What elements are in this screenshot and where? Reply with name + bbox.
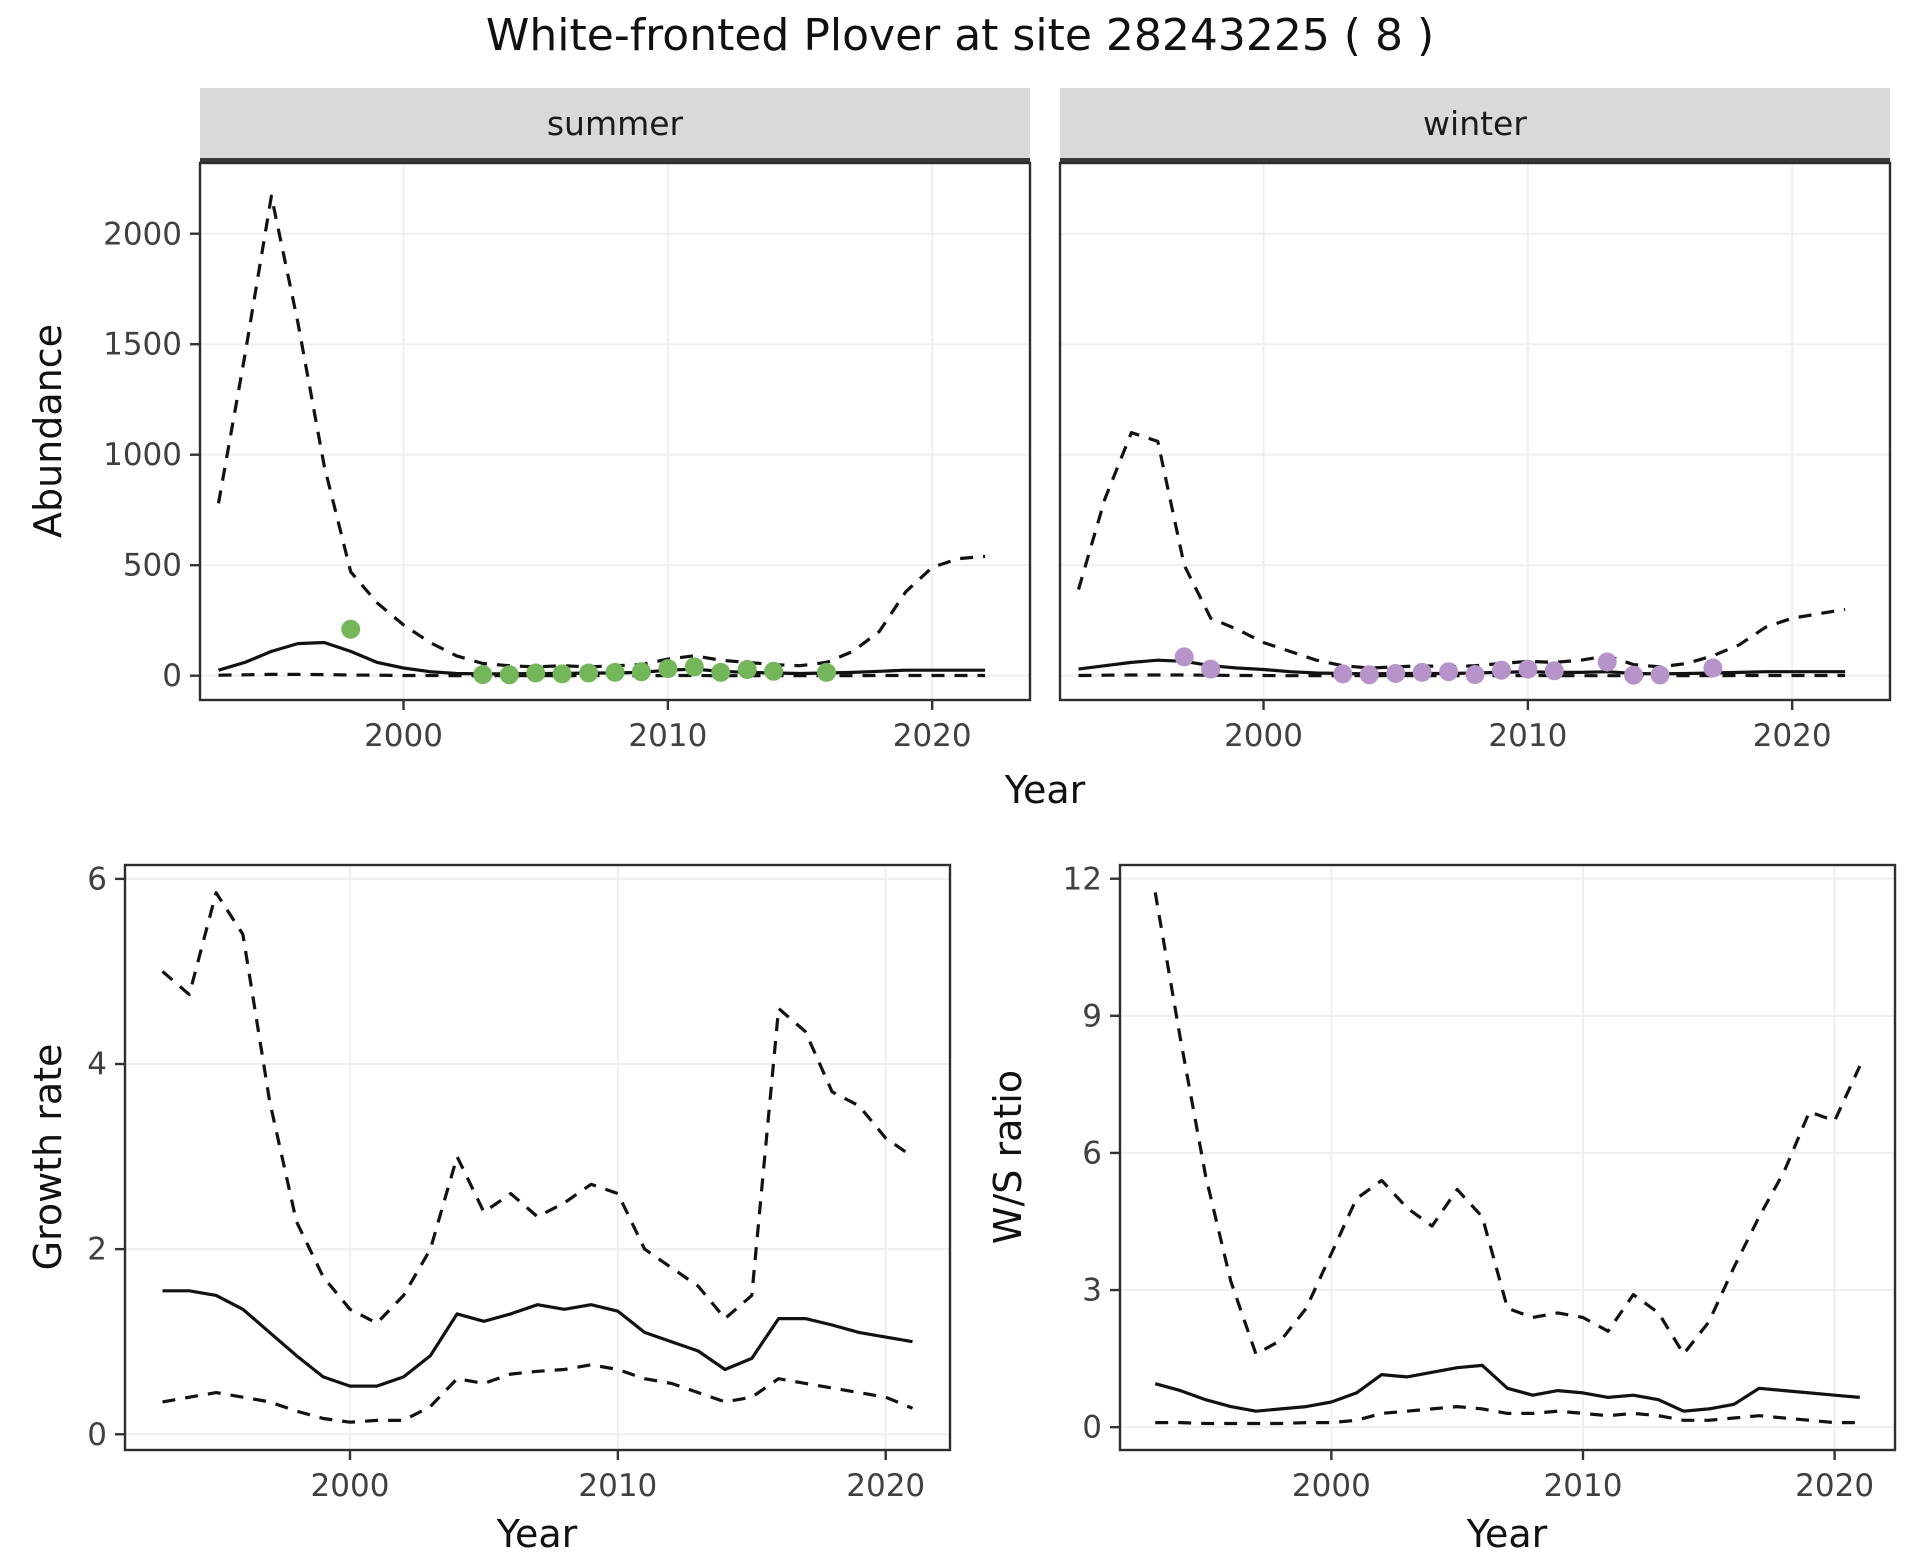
ws_ratio-lower_ci-line bbox=[1155, 1405, 1860, 1426]
abundance_summer-y-tick-label: 1000 bbox=[103, 437, 182, 473]
abundance_summer-upper_ci-line bbox=[216, 194, 986, 669]
abundance_summer-point bbox=[737, 660, 757, 679]
panel-abundance_summer: 2000 2010 2020 0 500 1000 1500 2000 bbox=[103, 161, 1032, 754]
ws_ratio-y-tick-label: 6 bbox=[1082, 1135, 1102, 1171]
growth_rate-upper_ci-line bbox=[161, 891, 914, 1325]
page-title: White-fronted Plover at site 28243225 ( … bbox=[485, 10, 1435, 61]
abundance_winter-point bbox=[1597, 652, 1617, 672]
y-axis-title-ws-ratio: W/S ratio bbox=[986, 1069, 1030, 1245]
facet-strip-winter: winter bbox=[1060, 88, 1890, 162]
panel-abundance_winter: 2000 2010 2020 bbox=[1058, 161, 1892, 754]
abundance_winter-point bbox=[1624, 665, 1644, 685]
abundance_summer-lower_ci-line bbox=[218, 672, 986, 678]
facet-strip-winter-label: winter bbox=[1423, 103, 1527, 143]
abundance_winter-point bbox=[1333, 664, 1353, 684]
abundance_summer-point bbox=[579, 663, 599, 683]
abundance_summer-y-tick-label: 1500 bbox=[103, 327, 182, 363]
abundance_summer-point bbox=[711, 662, 731, 682]
abundance_summer-point bbox=[605, 662, 625, 682]
abundance_winter-x-tick-label: 2010 bbox=[1488, 718, 1567, 754]
x-axis-title-year-top: Year bbox=[1004, 768, 1086, 812]
ws_ratio-upper_ci-line bbox=[1153, 892, 1862, 1356]
growth_rate-x-tick-label: 2010 bbox=[578, 1468, 657, 1504]
abundance_winter-x-tick-label: 2000 bbox=[1224, 718, 1303, 754]
abundance_winter-point bbox=[1703, 658, 1723, 678]
ws_ratio-x-tick-label: 2010 bbox=[1544, 1468, 1623, 1504]
abundance_summer-point bbox=[764, 661, 784, 681]
abundance_winter-point bbox=[1439, 662, 1459, 682]
ws_ratio-y-tick-label: 9 bbox=[1082, 998, 1102, 1034]
growth_rate-y-tick-label: 0 bbox=[87, 1417, 107, 1453]
abundance_winter-point bbox=[1465, 665, 1485, 685]
abundance_summer-point bbox=[341, 619, 361, 639]
abundance_summer-x-tick-label: 2020 bbox=[893, 718, 972, 754]
growth_rate-median-line bbox=[162, 1289, 913, 1388]
facet-strip-summer: summer bbox=[200, 88, 1030, 162]
abundance_summer-point bbox=[526, 663, 546, 683]
abundance_winter-point bbox=[1544, 661, 1564, 681]
x-axis-title-year-bottom-right: Year bbox=[1466, 1512, 1548, 1556]
ws_ratio-y-tick-label: 3 bbox=[1082, 1273, 1102, 1309]
ws_ratio-x-tick-label: 2000 bbox=[1292, 1468, 1371, 1504]
abundance_summer-point bbox=[684, 657, 704, 677]
abundance_winter-point bbox=[1650, 665, 1670, 685]
abundance_summer-y-tick-label: 2000 bbox=[103, 216, 182, 252]
abundance_winter-x-tick-label: 2020 bbox=[1753, 718, 1832, 754]
abundance_winter-point bbox=[1491, 660, 1511, 680]
panel-ws_ratio: 2000 2010 2020 0 3 6 9 12 bbox=[1063, 861, 1897, 1504]
ws_ratio-y-tick-label: 12 bbox=[1063, 861, 1102, 897]
abundance_summer-y-tick-label: 500 bbox=[123, 548, 182, 584]
abundance_summer-point bbox=[631, 662, 651, 682]
abundance_winter-point bbox=[1359, 665, 1379, 685]
abundance_winter-point bbox=[1518, 659, 1538, 679]
y-axis-title-growth-rate: Growth rate bbox=[26, 1043, 70, 1271]
abundance_summer-point bbox=[817, 662, 836, 682]
abundance_summer-x-tick-label: 2010 bbox=[628, 718, 707, 754]
y-axis-title-abundance: Abundance bbox=[26, 323, 70, 539]
abundance_summer-point bbox=[552, 664, 572, 684]
growth_rate-lower_ci-line bbox=[162, 1363, 914, 1424]
abundance_summer-point bbox=[499, 665, 519, 685]
abundance_summer-x-tick-label: 2000 bbox=[364, 718, 443, 754]
abundance_summer-y-tick-label: 0 bbox=[162, 658, 182, 694]
abundance_summer-point bbox=[473, 665, 493, 685]
abundance_winter-point bbox=[1174, 647, 1194, 667]
abundance_winter-point bbox=[1201, 659, 1221, 679]
growth_rate-x-tick-label: 2000 bbox=[311, 1468, 390, 1504]
x-axis-title-year-bottom-left: Year bbox=[496, 1512, 578, 1556]
ws_ratio-x-tick-label: 2020 bbox=[1795, 1468, 1874, 1504]
abundance_summer-point bbox=[658, 659, 678, 679]
panel-growth_rate: 2000 2010 2020 0 2 4 6 bbox=[87, 861, 952, 1504]
abundance_winter-point bbox=[1386, 664, 1406, 683]
abundance_summer-median-line bbox=[218, 640, 986, 676]
growth_rate-y-tick-label: 6 bbox=[87, 861, 107, 897]
growth_rate-y-tick-label: 2 bbox=[87, 1232, 107, 1268]
ws_ratio-median-line bbox=[1154, 1363, 1860, 1413]
ws_ratio-y-tick-label: 0 bbox=[1082, 1410, 1102, 1446]
growth_rate-x-tick-label: 2020 bbox=[846, 1468, 925, 1504]
abundance_winter-point bbox=[1412, 662, 1432, 682]
facet-strip-summer-label: summer bbox=[546, 103, 684, 143]
abundance_winter-upper_ci-line bbox=[1076, 431, 1846, 670]
growth_rate-y-tick-label: 4 bbox=[87, 1047, 107, 1083]
